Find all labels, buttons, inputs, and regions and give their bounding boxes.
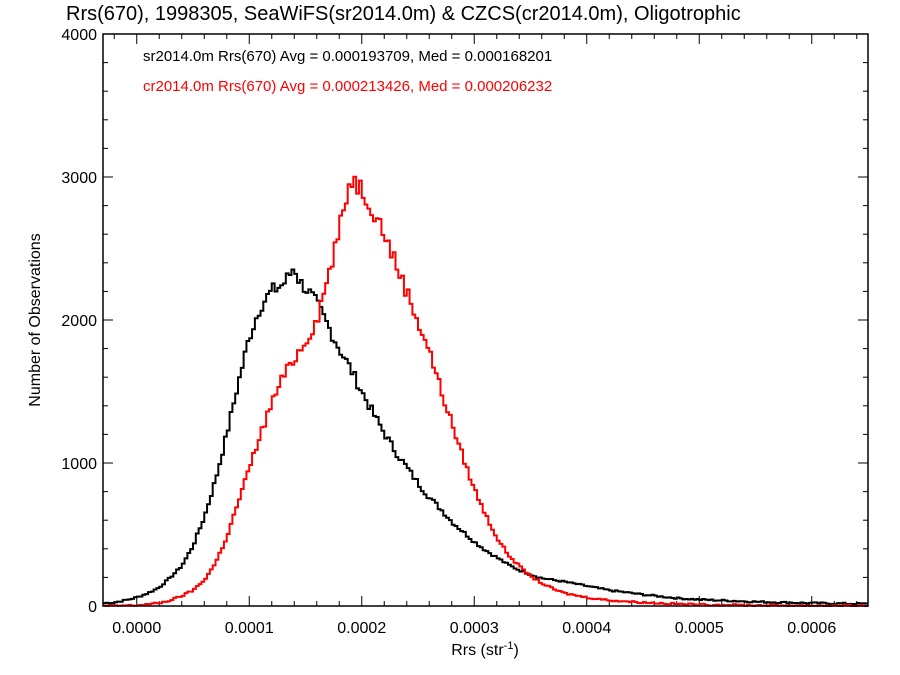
x-tick-label: 0.0000 xyxy=(112,620,161,637)
x-tick-label: 0.0004 xyxy=(562,620,611,637)
legend: sr2014.0m Rrs(670) Avg = 0.000193709, Me… xyxy=(143,48,552,95)
x-tick-label: 0.0001 xyxy=(225,620,274,637)
y-tick-label: 1000 xyxy=(61,456,97,473)
x-tick-label: 0.0006 xyxy=(787,620,836,637)
series-line-2 xyxy=(103,175,868,607)
series-line-1 xyxy=(103,268,868,606)
x-axis-label: Rrs (str-1) xyxy=(451,640,519,659)
series-lines xyxy=(103,175,868,607)
y-tick-label: 3000 xyxy=(61,170,97,187)
y-tick-label: 0 xyxy=(88,599,97,616)
y-tick-label: 2000 xyxy=(61,313,97,330)
y-axis-label: Number of Observations xyxy=(27,233,44,406)
x-axis-label-superscript: -1 xyxy=(504,640,514,652)
chart-title: Rrs(670), 1998305, SeaWiFS(sr2014.0m) & … xyxy=(66,3,741,25)
x-axis-label-main: Rrs (str xyxy=(451,642,504,659)
x-axis-label-end: ) xyxy=(513,642,518,659)
x-tick-label: 0.0005 xyxy=(675,620,724,637)
y-tick-label: 4000 xyxy=(61,27,97,44)
x-tick-label: 0.0003 xyxy=(450,620,499,637)
legend-entry-2: cr2014.0m Rrs(670) Avg = 0.000213426, Me… xyxy=(143,78,552,95)
x-tick-label: 0.0002 xyxy=(337,620,386,637)
axis-ticks: 0.0000 0.0001 0.0002 0.0003 0.0004 0.0005 0.00… xyxy=(61,27,868,637)
legend-entry-1: sr2014.0m Rrs(670) Avg = 0.000193709, Me… xyxy=(143,48,552,65)
plot-frame xyxy=(102,33,869,607)
